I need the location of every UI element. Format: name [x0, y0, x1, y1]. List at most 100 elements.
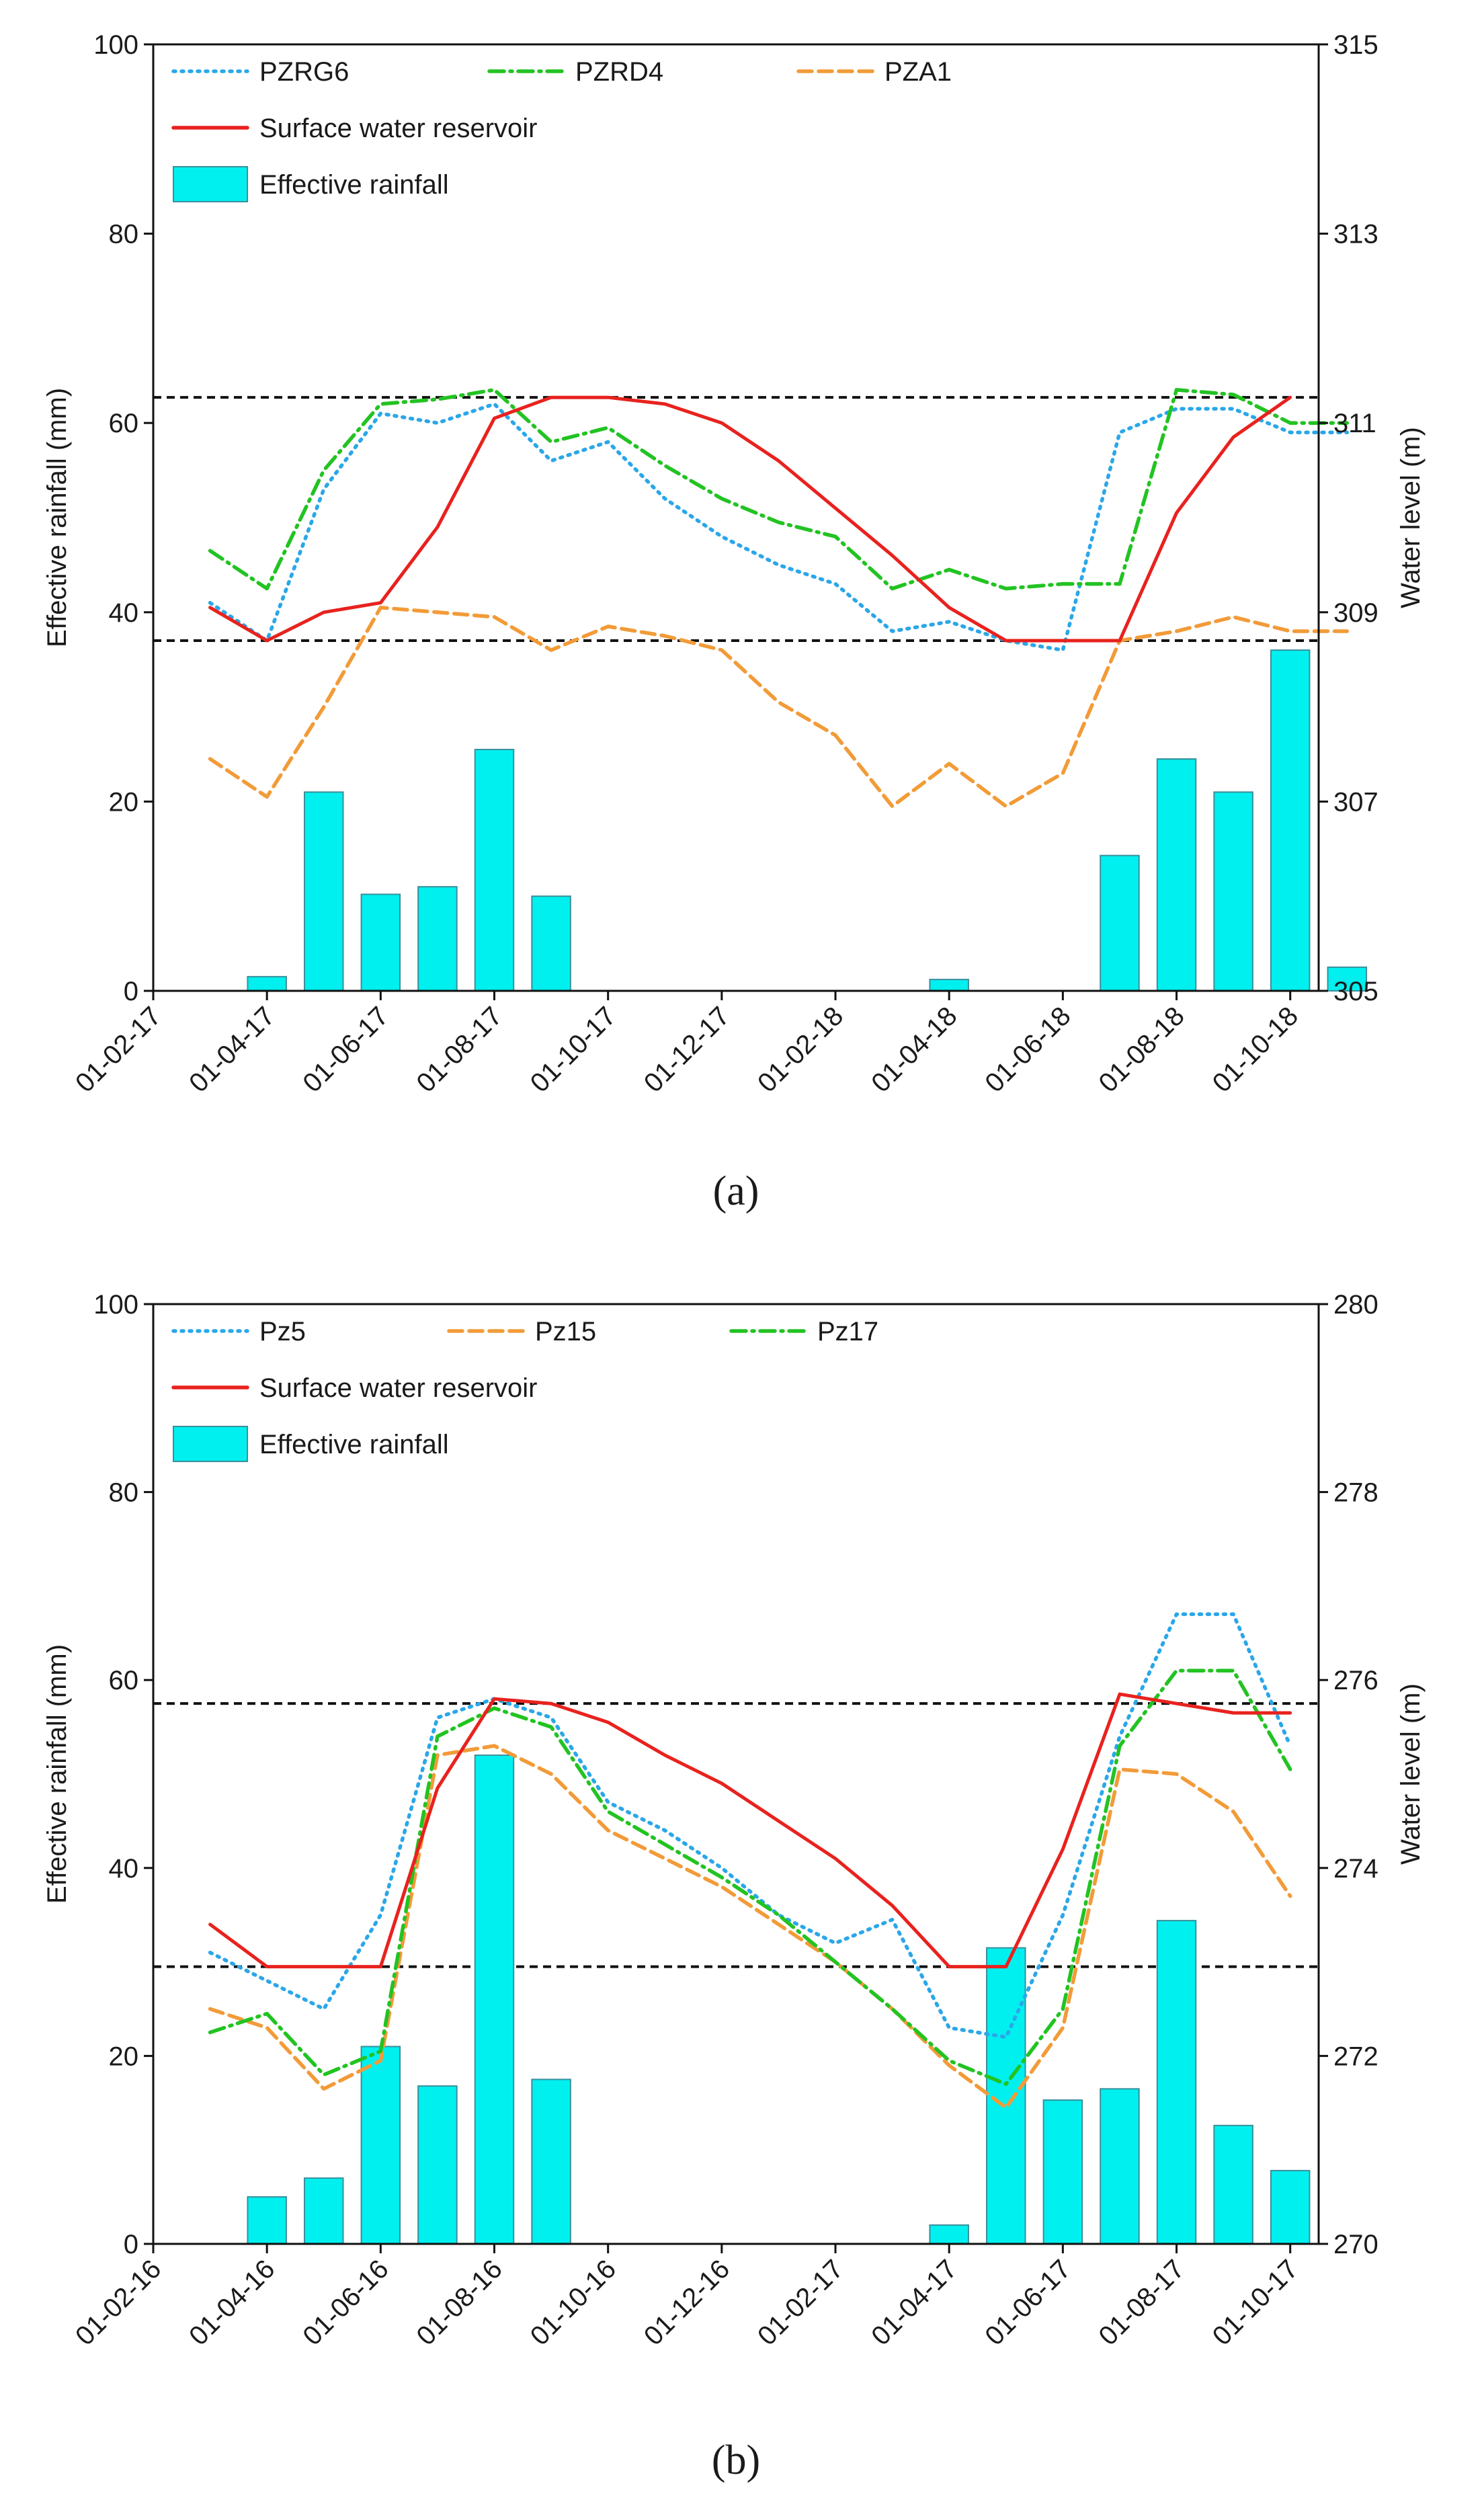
- y-right-tick-label: 280: [1333, 1290, 1378, 1320]
- series-line-pzrg6: [208, 402, 1350, 652]
- legend-label: Pz17: [817, 1317, 878, 1346]
- series-line-surface-water-reservoir: [208, 395, 1292, 643]
- rainfall-bar: [360, 2046, 401, 2245]
- x-tick-label: 01-04-17: [183, 1001, 280, 1098]
- x-tick-label: 01-08-17: [411, 1001, 508, 1098]
- legend-label: Pz15: [535, 1317, 596, 1346]
- y-right-tick-label: 278: [1333, 1478, 1378, 1508]
- y-left-tick-label: 40: [109, 1854, 139, 1884]
- y-left-tick-label: 80: [109, 220, 139, 249]
- plot-frame: [152, 1303, 1320, 2245]
- panel-caption: (a): [713, 1168, 759, 1214]
- rainfall-bar: [1270, 2169, 1311, 2245]
- x-tick-label: 01-04-17: [866, 2254, 962, 2351]
- x-tick-label: 01-02-17: [70, 1001, 167, 1098]
- y-left-tick-label: 0: [124, 2230, 138, 2259]
- x-tick-label: 01-08-17: [1094, 2254, 1190, 2351]
- rainfall-bar: [1213, 791, 1253, 992]
- rainfall-bar: [417, 886, 458, 992]
- legend: PZRG6 PZRD4 PZA1 Surface water reservoir Eff…: [171, 57, 952, 202]
- rainfall-bar: [1156, 758, 1197, 992]
- rainfall-bar: [1270, 649, 1311, 992]
- series-line-pzrd4: [208, 388, 1350, 591]
- legend-label: PZRD4: [575, 57, 663, 87]
- legend: Pz5 Pz15 Pz17 Surface water reservoir Effect…: [171, 1317, 878, 1462]
- legend-label: PZA1: [884, 57, 952, 87]
- rainfall-bar: [474, 748, 515, 992]
- x-tick-label: 01-10-17: [525, 1001, 622, 1098]
- y-right-tick-label: 305: [1333, 977, 1378, 1006]
- y-right-tick-label: 313: [1333, 220, 1378, 249]
- y-right-tick-label: 270: [1333, 2230, 1378, 2259]
- y-right-tick-label: 274: [1333, 1854, 1378, 1884]
- legend-label: PZRG6: [259, 57, 349, 87]
- rainfall-bar: [531, 895, 571, 992]
- y-right-axis-title: Water level (m): [1396, 1683, 1426, 1865]
- rainfall-bar: [929, 2224, 969, 2245]
- series-line-pz15: [208, 1744, 1292, 2110]
- legend-label: Pz5: [259, 1317, 306, 1346]
- y-left-axis-title: Effective rainfall (mm): [42, 388, 72, 647]
- y-right-tick-label: 315: [1333, 30, 1378, 60]
- series-line-pz17: [208, 1668, 1292, 2087]
- series-line-surface-water-reservoir: [208, 1692, 1292, 1969]
- x-tick-label: 01-10-16: [525, 2254, 622, 2351]
- panel-caption: (b): [712, 2437, 760, 2483]
- x-tick-label: 01-12-17: [638, 1001, 735, 1098]
- x-tick-label: 01-06-18: [979, 1001, 1076, 1098]
- x-tick-label: 01-06-16: [297, 2254, 394, 2351]
- rainfall-bar: [360, 893, 401, 992]
- y-left-tick-label: 20: [109, 2042, 139, 2071]
- rainfall-bar: [929, 979, 969, 992]
- rainfall-bar: [1100, 854, 1140, 992]
- rainfall-bar: [531, 2079, 571, 2245]
- rainfall-bar: [1327, 966, 1368, 992]
- rainfall-bar: [474, 1755, 515, 2245]
- legend-label: Surface water reservoir: [259, 114, 537, 143]
- y-left-tick-label: 0: [124, 977, 138, 1006]
- y-right-tick-label: 276: [1333, 1666, 1378, 1695]
- legend-label: Effective rainfall: [259, 1430, 449, 1459]
- y-right-tick-label: 309: [1333, 598, 1378, 628]
- x-tick-label: 01-06-17: [297, 1001, 394, 1098]
- legend-label: Surface water reservoir: [259, 1373, 537, 1403]
- rainfall-bar: [303, 791, 344, 992]
- x-tick-label: 01-08-18: [1094, 1001, 1190, 1098]
- y-left-axis-title: Effective rainfall (mm): [42, 1644, 72, 1904]
- y-right-tick-label: 272: [1333, 2042, 1378, 2071]
- y-left-tick-label: 100: [93, 30, 138, 60]
- y-left-tick-label: 60: [109, 409, 139, 438]
- legend-swatch-bar: [173, 166, 248, 202]
- x-tick-label: 01-10-18: [1207, 1001, 1304, 1098]
- x-tick-label: 01-02-18: [752, 1001, 849, 1098]
- x-tick-label: 01-08-16: [411, 2254, 508, 2351]
- rainfall-bar: [1100, 2088, 1140, 2245]
- y-left-tick-label: 20: [109, 787, 139, 817]
- x-tick-label: 01-02-17: [752, 2254, 849, 2351]
- series-line-pza1: [208, 606, 1350, 809]
- x-tick-label: 01-10-17: [1207, 2254, 1304, 2351]
- rainfall-bar: [303, 2177, 344, 2245]
- rainfall-bar: [247, 975, 287, 992]
- x-tick-label: 01-12-16: [638, 2254, 735, 2351]
- rainfall-bar: [247, 2196, 287, 2245]
- plot-frame: [152, 43, 1320, 992]
- rainfall-bar: [1042, 2099, 1083, 2245]
- y-left-tick-label: 60: [109, 1666, 139, 1695]
- y-left-tick-label: 40: [109, 598, 139, 628]
- rainfall-bar: [1213, 2124, 1253, 2245]
- legend-swatch-bar: [173, 1426, 248, 1462]
- series-line-pz5: [208, 1612, 1292, 2040]
- rainfall-bar: [1156, 1920, 1197, 2245]
- x-tick-label: 01-04-16: [183, 2254, 280, 2351]
- rainfall-bar: [417, 2085, 458, 2245]
- legend-label: Effective rainfall: [259, 170, 449, 200]
- y-right-axis-title: Water level (m): [1396, 427, 1426, 608]
- y-left-tick-label: 100: [93, 1290, 138, 1320]
- x-tick-label: 01-02-16: [70, 2254, 167, 2351]
- x-tick-label: 01-06-17: [979, 2254, 1076, 2351]
